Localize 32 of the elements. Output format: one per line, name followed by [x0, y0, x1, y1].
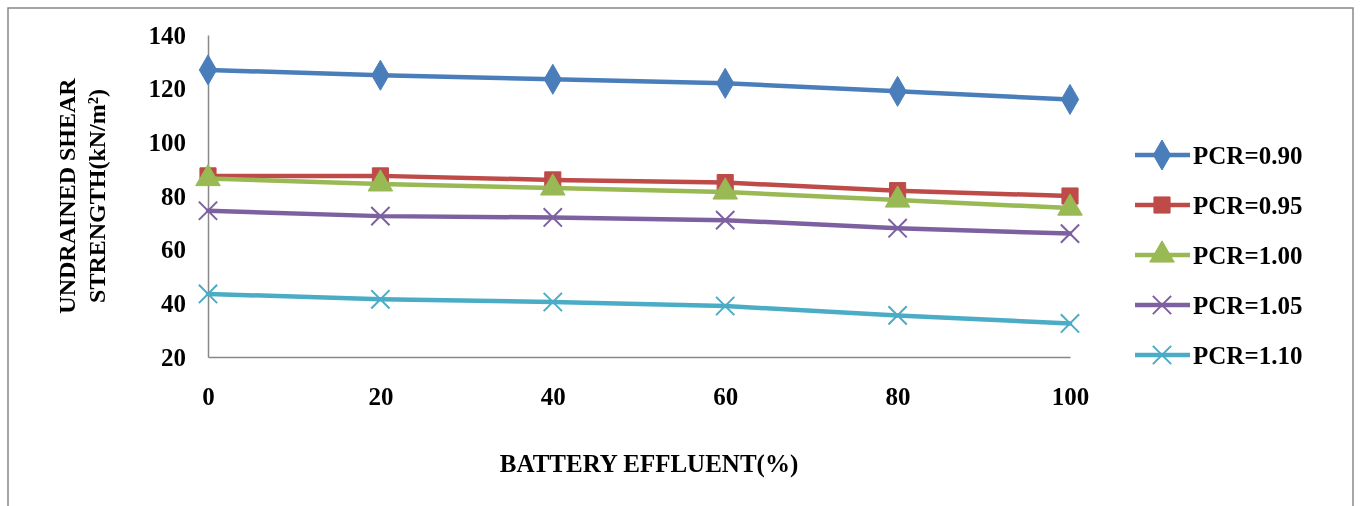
x-tick-label: 20 [368, 382, 394, 410]
y-tick-label: 20 [161, 343, 186, 371]
x-tick-label: 40 [540, 382, 566, 410]
y-tick-label: 140 [148, 21, 186, 49]
x-tick-label: 60 [713, 382, 739, 410]
legend-label: PCR=0.95 [1193, 192, 1303, 219]
point [370, 205, 391, 227]
legend-label: PCR=0.90 [1193, 142, 1303, 169]
point [887, 305, 908, 326]
x-tick-label: 0 [202, 382, 215, 410]
x-tick-label: 80 [885, 382, 911, 410]
y-tick-label: 40 [161, 289, 186, 317]
legend-label: PCR=1.10 [1193, 342, 1303, 369]
legend-label: PCR=1.00 [1193, 242, 1303, 269]
x-axis-title: BATTERY EFFLUENT(%) [499, 450, 799, 478]
y-tick-label: 80 [161, 182, 186, 210]
point [715, 210, 736, 231]
point [542, 291, 563, 313]
legend-label: PCR=1.05 [1193, 292, 1303, 319]
point [715, 295, 736, 317]
point [370, 289, 391, 310]
point [887, 218, 908, 239]
y-axis-title: UNDRAINED SHEAR STRENGTH(kN/m²) [54, 77, 110, 314]
y-tick-label: 100 [148, 128, 186, 156]
point [1059, 223, 1081, 244]
point [1059, 313, 1081, 334]
point [197, 283, 219, 305]
point [542, 207, 563, 228]
point [197, 200, 219, 221]
y-tick-label: 120 [148, 75, 186, 103]
y-tick-label: 60 [161, 236, 186, 264]
x-tick-label: 100 [1051, 382, 1090, 410]
